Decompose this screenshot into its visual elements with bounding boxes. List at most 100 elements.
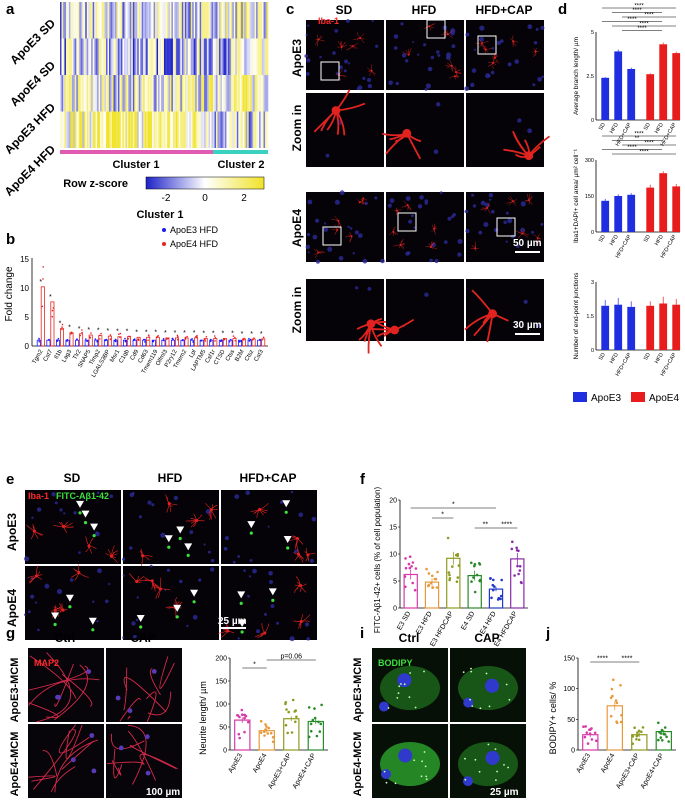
nucleus — [315, 218, 320, 223]
microglia-process — [470, 248, 476, 250]
microglia-process — [423, 26, 430, 29]
microglia-process — [430, 246, 438, 250]
heatmap-cell — [248, 38, 251, 75]
data-point — [582, 725, 585, 728]
microglia-process — [518, 233, 523, 239]
nucleus — [311, 516, 317, 522]
abeta-signal — [175, 615, 179, 619]
point-e4 — [79, 334, 81, 337]
nucleus — [92, 600, 95, 603]
heatmap-cell — [238, 38, 241, 75]
microglia-process — [512, 201, 516, 204]
nucleus — [444, 240, 448, 244]
heatmap-cell — [86, 111, 89, 148]
microglia-process — [335, 229, 338, 234]
nucleus — [367, 83, 373, 89]
heatmap-cell — [238, 75, 241, 112]
panel-label-a: a — [6, 1, 15, 18]
i-row-apoe3: ApoE3-MCM — [352, 658, 364, 723]
nucleus — [473, 48, 477, 51]
category-label: SD — [643, 352, 652, 362]
heatmap-cell — [97, 111, 99, 148]
microglia-process — [447, 34, 454, 39]
point-e4 — [262, 336, 265, 339]
point-e3 — [210, 338, 212, 341]
abeta-signal — [139, 625, 143, 629]
microglia-process — [474, 241, 476, 249]
heatmap-cell — [150, 111, 153, 148]
point-e3 — [259, 338, 261, 341]
heatmap-cell — [257, 38, 260, 75]
microglia-process — [338, 220, 341, 227]
category-label: HFD — [609, 352, 620, 365]
data-point — [427, 572, 431, 575]
bar-e4 — [213, 338, 218, 347]
microglia-process — [370, 323, 383, 347]
heatmap-cell — [224, 75, 227, 112]
heatmap-cell — [201, 38, 203, 75]
heatmap-cell — [152, 38, 154, 75]
microglia-process — [85, 545, 90, 553]
y-tick: 5 — [591, 30, 594, 36]
data-point — [635, 734, 639, 738]
heatmap-cell — [196, 38, 199, 75]
nucleus — [270, 604, 275, 609]
nucleus — [533, 41, 538, 45]
y-tick: 0 — [591, 348, 594, 354]
heatmap-cell — [196, 75, 199, 112]
nucleus — [312, 234, 318, 240]
heatmap-cell — [224, 38, 227, 75]
nucleus — [306, 637, 310, 641]
microglia-process — [107, 549, 112, 557]
y-tick-label: 20 — [389, 498, 397, 505]
microglia-process — [479, 38, 483, 44]
heatmap-cell — [242, 2, 245, 39]
data-point — [264, 723, 267, 726]
heatmap-cell — [150, 2, 153, 39]
heatmap-cell — [247, 2, 249, 39]
heatmap-cell — [80, 111, 83, 148]
heatmap-cell — [259, 75, 261, 112]
heatmap-cell — [169, 111, 172, 148]
lipid-droplet — [408, 696, 411, 698]
point-e3 — [105, 338, 108, 341]
microglia-process — [341, 44, 348, 48]
microglia-process — [393, 244, 401, 247]
point-e3 — [124, 340, 127, 342]
heatmap-cell — [138, 111, 141, 148]
microglia-process — [406, 132, 422, 143]
microglia-process — [473, 313, 494, 337]
lipid-droplet — [423, 751, 426, 753]
heatmap-cell — [245, 75, 248, 112]
nucleus — [417, 53, 420, 56]
microglia-process — [400, 243, 405, 246]
heatmap-cell — [242, 38, 245, 75]
y-tick-label: 200 — [215, 656, 227, 663]
bar — [627, 69, 636, 120]
neurite — [127, 715, 131, 720]
legend-swatch-e4 — [631, 392, 645, 402]
heatmap-cell — [181, 111, 184, 148]
heatmap-cell — [260, 75, 263, 112]
abeta-signal — [192, 600, 196, 604]
heatmap-cell — [67, 38, 70, 75]
point-e4 — [176, 334, 179, 337]
heatmap-cell — [144, 111, 147, 148]
heatmap-cell — [174, 2, 177, 39]
chart-b-ytick: 15 — [20, 255, 29, 264]
nucleus — [97, 568, 102, 574]
data-point — [667, 740, 670, 743]
data-point — [240, 708, 244, 712]
microglia-process — [34, 531, 39, 539]
nucleus — [105, 599, 109, 604]
neurite — [129, 745, 177, 770]
data-point — [659, 736, 663, 739]
nucleus — [445, 55, 451, 61]
microglia-process — [400, 243, 405, 246]
heatmap-cell — [221, 111, 224, 148]
point-e3 — [94, 338, 97, 340]
nucleus — [507, 218, 513, 224]
nucleus — [207, 550, 211, 554]
panel-a: ApoE3 SD ApoE4 SD ApoE3 HFD ApoE4 HFD Cl… — [2, 2, 269, 204]
nucleus — [334, 199, 340, 205]
